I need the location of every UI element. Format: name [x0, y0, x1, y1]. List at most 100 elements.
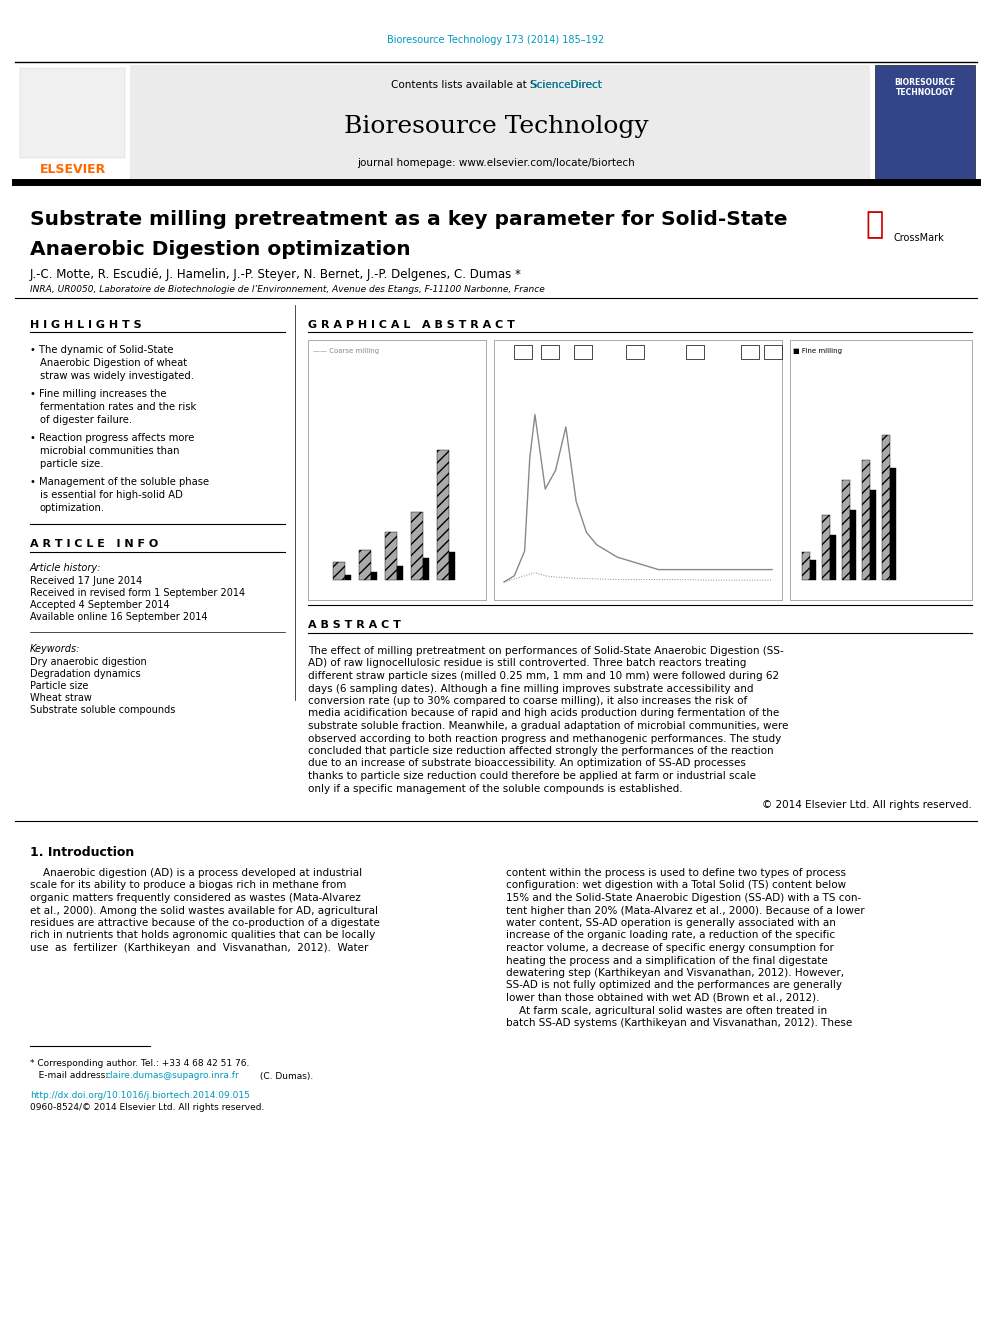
Bar	[448, 552, 455, 579]
Bar	[882, 435, 891, 579]
Bar	[423, 558, 429, 579]
Text: organic matters frequently considered as wastes (Mata-Alvarez: organic matters frequently considered as…	[30, 893, 361, 904]
Text: dewatering step (Karthikeyan and Visvanathan, 2012). However,: dewatering step (Karthikeyan and Visvana…	[506, 968, 844, 978]
Text: 1. Introduction: 1. Introduction	[30, 845, 134, 859]
Text: claire.dumas@supagro.inra.fr: claire.dumas@supagro.inra.fr	[105, 1072, 239, 1081]
Text: media acidification because of rapid and high acids production during fermentati: media acidification because of rapid and…	[308, 709, 780, 718]
Text: Accepted 4 September 2014: Accepted 4 September 2014	[30, 601, 170, 610]
Text: AD) of raw lignocellulosic residue is still controverted. Three batch reactors t: AD) of raw lignocellulosic residue is st…	[308, 659, 746, 668]
Text: 15% and the Solid-State Anaerobic Digestion (SS-AD) with a TS con-: 15% and the Solid-State Anaerobic Digest…	[506, 893, 861, 904]
Text: optimization.: optimization.	[40, 503, 105, 513]
Text: Ⓡ: Ⓡ	[866, 210, 884, 239]
Text: Keywords:: Keywords:	[30, 644, 80, 654]
Text: only if a specific management of the soluble compounds is established.: only if a specific management of the sol…	[308, 783, 682, 794]
Text: ELSEVIER: ELSEVIER	[40, 163, 106, 176]
Text: • Reaction progress affects more: • Reaction progress affects more	[30, 433, 194, 443]
Text: http://dx.doi.org/10.1016/j.biortech.2014.09.015: http://dx.doi.org/10.1016/j.biortech.201…	[30, 1091, 250, 1101]
Text: different straw particle sizes (milled 0.25 mm, 1 mm and 10 mm) were followed du: different straw particle sizes (milled 0…	[308, 671, 779, 681]
Bar	[20, 67, 125, 157]
Text: content within the process is used to define two types of process: content within the process is used to de…	[506, 868, 846, 878]
Text: • Fine milling increases the: • Fine milling increases the	[30, 389, 167, 400]
Text: Wheat straw: Wheat straw	[30, 693, 92, 703]
Text: Received in revised form 1 September 2014: Received in revised form 1 September 201…	[30, 587, 245, 598]
Bar	[15, 65, 127, 180]
Text: microbial communities than: microbial communities than	[40, 446, 180, 456]
Text: Substrate soluble compounds: Substrate soluble compounds	[30, 705, 176, 714]
Text: =: =	[632, 348, 638, 355]
Text: • The dynamic of Solid-State: • The dynamic of Solid-State	[30, 345, 174, 355]
Text: At farm scale, agricultural solid wastes are often treated in: At farm scale, agricultural solid wastes…	[506, 1005, 827, 1016]
Text: days (6 sampling dates). Although a fine milling improves substrate accessibilit: days (6 sampling dates). Although a fine…	[308, 684, 754, 693]
Text: et al., 2000). Among the solid wastes available for AD, agricultural: et al., 2000). Among the solid wastes av…	[30, 905, 378, 916]
Text: Anaerobic digestion (AD) is a process developed at industrial: Anaerobic digestion (AD) is a process de…	[30, 868, 362, 878]
Text: INRA, UR0050, Laboratoire de Biotechnologie de l’Environnement, Avenue des Etang: INRA, UR0050, Laboratoire de Biotechnolo…	[30, 284, 545, 294]
Text: 5: 5	[748, 348, 752, 355]
Bar	[875, 65, 975, 180]
Bar	[333, 562, 344, 579]
Text: * Corresponding author. Tel.: +33 4 68 42 51 76.: * Corresponding author. Tel.: +33 4 68 4…	[30, 1060, 249, 1069]
Text: H I G H L I G H T S: H I G H L I G H T S	[30, 320, 142, 329]
Text: is essential for high-solid AD: is essential for high-solid AD	[40, 490, 183, 500]
Text: G R A P H I C A L   A B S T R A C T: G R A P H I C A L A B S T R A C T	[308, 320, 515, 329]
Text: Received 17 June 2014: Received 17 June 2014	[30, 576, 142, 586]
Text: J.-C. Motte, R. Escudié, J. Hamelin, J.-P. Steyer, N. Bernet, J.-P. Delgenes, C.: J.-C. Motte, R. Escudié, J. Hamelin, J.-…	[30, 269, 522, 280]
Text: A B S T R A C T: A B S T R A C T	[308, 620, 401, 630]
Text: of digester failure.: of digester failure.	[40, 415, 132, 425]
Text: particle size.: particle size.	[40, 459, 103, 468]
Text: 7: 7	[692, 348, 697, 355]
Text: Dry anaerobic digestion: Dry anaerobic digestion	[30, 658, 147, 667]
Bar	[686, 345, 704, 359]
Text: heating the process and a simplification of the final digestate: heating the process and a simplification…	[506, 955, 827, 966]
Text: • Management of the soluble phase: • Management of the soluble phase	[30, 478, 209, 487]
Text: thanks to particle size reduction could therefore be applied at farm or industri: thanks to particle size reduction could …	[308, 771, 756, 781]
Text: observed according to both reaction progress and methanogenic performances. The : observed according to both reaction prog…	[308, 733, 782, 744]
Text: 0: 0	[521, 348, 525, 355]
Text: water content, SS-AD operation is generally associated with an: water content, SS-AD operation is genera…	[506, 918, 836, 927]
Bar	[626, 345, 644, 359]
Text: Substrate milling pretreatment as a key parameter for Solid-State: Substrate milling pretreatment as a key …	[30, 210, 788, 229]
Text: increase of the organic loading rate, a reduction of the specific: increase of the organic loading rate, a …	[506, 930, 835, 941]
Text: E-mail address:: E-mail address:	[30, 1072, 111, 1081]
Text: Degradation dynamics: Degradation dynamics	[30, 669, 141, 679]
Bar	[385, 532, 397, 579]
Bar	[870, 490, 876, 579]
Bar	[891, 468, 896, 579]
Text: Anaerobic Digestion of wheat: Anaerobic Digestion of wheat	[40, 359, 187, 368]
Text: batch SS-AD systems (Karthikeyan and Visvanathan, 2012). These: batch SS-AD systems (Karthikeyan and Vis…	[506, 1017, 852, 1028]
Text: Contents lists available at ScienceDirect: Contents lists available at ScienceDirec…	[391, 79, 601, 90]
Text: © 2014 Elsevier Ltd. All rights reserved.: © 2014 Elsevier Ltd. All rights reserved…	[762, 800, 972, 810]
Text: configuration: wet digestion with a Total Solid (TS) content below: configuration: wet digestion with a Tota…	[506, 881, 846, 890]
Text: substrate soluble fraction. Meanwhile, a gradual adaptation of microbial communi: substrate soluble fraction. Meanwhile, a…	[308, 721, 789, 732]
Bar	[850, 509, 856, 579]
Text: SS-AD is not fully optimized and the performances are generally: SS-AD is not fully optimized and the per…	[506, 980, 842, 991]
Bar	[862, 460, 870, 579]
Bar	[810, 560, 816, 579]
Bar	[764, 345, 782, 359]
Text: scale for its ability to produce a biogas rich in methane from: scale for its ability to produce a bioga…	[30, 881, 346, 890]
Bar	[308, 340, 486, 601]
Text: Particle size: Particle size	[30, 681, 88, 691]
Bar	[359, 550, 371, 579]
Bar	[574, 345, 592, 359]
Text: (C. Dumas).: (C. Dumas).	[257, 1072, 313, 1081]
Text: due to an increase of substrate bioaccessibility. An optimization of SS-AD proce: due to an increase of substrate bioacces…	[308, 758, 746, 769]
Text: —— Coarse milling: —— Coarse milling	[313, 348, 379, 355]
Text: 1: 1	[548, 348, 553, 355]
Text: concluded that particle size reduction affected strongly the performances of the: concluded that particle size reduction a…	[308, 746, 774, 755]
Text: ■ Fine milling: ■ Fine milling	[793, 348, 842, 355]
Bar	[842, 480, 850, 579]
Text: Available online 16 September 2014: Available online 16 September 2014	[30, 613, 207, 622]
Bar	[514, 345, 532, 359]
Bar	[130, 65, 870, 180]
Text: 2: 2	[580, 348, 585, 355]
Text: A R T I C L E   I N F O: A R T I C L E I N F O	[30, 538, 159, 549]
Text: residues are attractive because of the co-production of a digestate: residues are attractive because of the c…	[30, 918, 380, 927]
Text: conversion rate (up to 30% compared to coarse milling), it also increases the ri: conversion rate (up to 30% compared to c…	[308, 696, 747, 706]
Text: lower than those obtained with wet AD (Brown et al., 2012).: lower than those obtained with wet AD (B…	[506, 994, 819, 1003]
Bar	[371, 572, 377, 579]
Text: Article history:: Article history:	[30, 564, 101, 573]
Text: rich in nutrients that holds agronomic qualities that can be locally: rich in nutrients that holds agronomic q…	[30, 930, 375, 941]
Text: The effect of milling pretreatment on performances of Solid-State Anaerobic Dige: The effect of milling pretreatment on pe…	[308, 646, 784, 656]
Text: Bioresource Technology 173 (2014) 185–192: Bioresource Technology 173 (2014) 185–19…	[388, 34, 604, 45]
Bar	[437, 450, 448, 579]
